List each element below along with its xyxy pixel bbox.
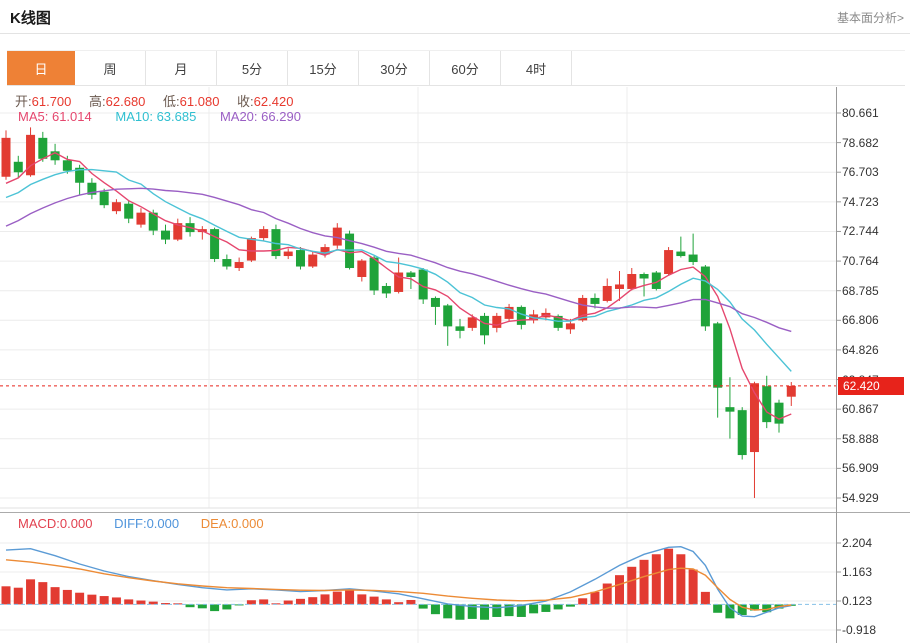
ma10-line xyxy=(5,168,792,372)
main-y-tick-label: 56.909 xyxy=(842,461,879,476)
diff-label: DIFF: xyxy=(114,516,147,531)
grid-layer xyxy=(0,87,836,643)
ma10-readout: MA10: 63.685 xyxy=(115,109,196,124)
ma5-line xyxy=(5,152,792,420)
ma20-line xyxy=(5,187,792,333)
close-value: 62.420 xyxy=(253,94,294,109)
main-y-tick-label: 68.785 xyxy=(842,283,879,298)
high-value: 62.680 xyxy=(105,94,146,109)
low-label: 低: xyxy=(163,94,180,109)
macd-y-tick-label: -0.918 xyxy=(842,623,877,637)
macd-y-tick-label: 0.123 xyxy=(842,593,873,608)
macd-dea-line xyxy=(5,559,792,611)
panel-separators xyxy=(0,507,910,513)
open-label: 开: xyxy=(15,94,32,109)
tab-day[interactable]: 日 xyxy=(7,51,75,85)
y-axis xyxy=(836,87,841,643)
main-y-tick-label: 54.929 xyxy=(842,491,879,505)
macd-y-tick-label: 1.163 xyxy=(842,565,873,579)
main-y-tick-label: 66.806 xyxy=(842,313,879,328)
ma5-label: MA5: xyxy=(18,109,49,124)
page-header: K线图 基本面分析> xyxy=(0,0,910,34)
ma10-label: MA10: xyxy=(115,109,153,124)
macd-histogram xyxy=(1,548,796,620)
main-y-tick-label: 64.826 xyxy=(842,342,879,357)
current-price-badge: 62.420 xyxy=(838,376,904,395)
fundamental-analysis-link[interactable]: 基本面分析> xyxy=(836,11,904,25)
diff-value-readout: DIFF:0.000 xyxy=(114,516,179,531)
tab-30min[interactable]: 30分 xyxy=(359,51,430,85)
main-y-tick-label: 58.888 xyxy=(842,431,879,446)
main-y-tick-label: 78.682 xyxy=(842,135,879,150)
tab-5min[interactable]: 5分 xyxy=(217,51,288,85)
ma5-value: 61.014 xyxy=(51,109,92,124)
ma20-readout: MA20: 66.290 xyxy=(220,109,301,124)
dea-value-readout: DEA:0.000 xyxy=(201,516,264,531)
ma-readout: MA5: 61.014 MA10: 63.685 MA20: 66.290 xyxy=(18,109,321,124)
ma10-value: 63.685 xyxy=(156,109,197,124)
main-y-tick-label: 76.703 xyxy=(842,165,879,180)
dea-label: DEA: xyxy=(200,516,232,531)
macd-label: MACD: xyxy=(18,516,60,531)
macd-y-tick-label: 2.204 xyxy=(842,536,873,550)
tab-4hour[interactable]: 4时 xyxy=(501,51,572,85)
main-y-tick-label: 70.764 xyxy=(842,254,879,269)
macd-readout: MACD:0.000 DIFF:0.000 DEA:0.000 xyxy=(18,516,282,531)
ohlc-readout: 开:61.700 高:62.680 低:61.080 收:62.420 xyxy=(15,91,307,110)
page-title: K线图 xyxy=(10,10,51,27)
candles-layer xyxy=(1,127,796,498)
tab-60min[interactable]: 60分 xyxy=(430,51,501,85)
high-label: 高: xyxy=(89,94,106,109)
low-value: 61.080 xyxy=(179,94,220,109)
macd-value-readout: MACD:0.000 xyxy=(18,516,92,531)
macd-diff-line xyxy=(5,545,792,618)
main-y-tick-label: 72.744 xyxy=(842,224,879,239)
open-value: 61.700 xyxy=(31,94,72,109)
main-y-tick-label: 60.867 xyxy=(842,402,879,417)
main-y-tick-label: 80.661 xyxy=(842,106,879,120)
ma20-label: MA20: xyxy=(219,109,258,124)
tab-15min[interactable]: 15分 xyxy=(288,51,359,85)
macd-value: 0.000 xyxy=(59,516,93,531)
tab-month[interactable]: 月 xyxy=(146,51,217,85)
tab-week[interactable]: 周 xyxy=(75,51,146,85)
ma20-value: 66.290 xyxy=(261,109,301,124)
ma5-readout: MA5: 61.014 xyxy=(18,109,92,124)
interval-tabbar: 日周月 5分 15分 30分 60分 4时 xyxy=(7,50,905,86)
close-label: 收: xyxy=(237,94,254,109)
main-y-tick-label: 74.723 xyxy=(842,194,879,209)
diff-value: 0.000 xyxy=(146,516,180,531)
dea-value: 0.000 xyxy=(231,516,264,531)
